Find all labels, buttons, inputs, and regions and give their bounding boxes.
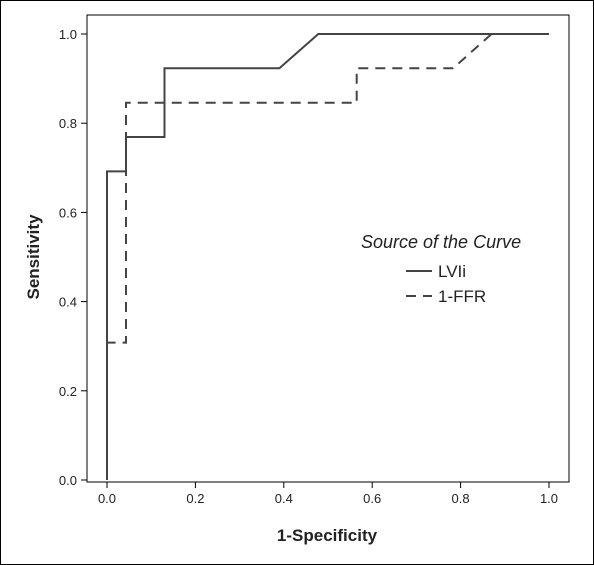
y-tick-label: 0.8: [59, 116, 77, 131]
legend-label-lvii: LVIi: [438, 262, 466, 281]
x-tick-label: 0.0: [98, 491, 116, 506]
x-tick-label: 0.2: [186, 491, 204, 506]
y-axis-title: Sensitivity: [24, 214, 43, 300]
x-tick-label: 0.6: [363, 491, 381, 506]
plot-area: [86, 14, 570, 483]
y-tick-label: 0.6: [59, 205, 77, 220]
legend-title: Source of the Curve: [361, 232, 521, 252]
y-tick-label: 0.2: [59, 384, 77, 399]
roc-curve-lvii: [106, 33, 549, 480]
roc-curve-1-ffr: [106, 33, 549, 480]
x-axis-title: 1-Specificity: [277, 526, 378, 545]
legend: Source of the Curve LVIi 1-FFR: [361, 232, 521, 306]
y-tick-label: 1.0: [59, 27, 77, 42]
x-tick-label: 0.8: [452, 491, 470, 506]
y-tick-label: 0.0: [59, 473, 77, 488]
y-tick-label: 0.4: [59, 295, 77, 310]
x-axis-ticks: 0.0 0.2 0.4 0.6 0.8 1.0: [98, 482, 558, 506]
x-tick-label: 0.4: [275, 491, 293, 506]
roc-curves: [106, 33, 549, 480]
y-axis-ticks: 0.0 0.2 0.4 0.6 0.8 1.0: [59, 27, 87, 488]
x-tick-label: 1.0: [540, 491, 558, 506]
legend-label-1-ffr: 1-FFR: [438, 287, 486, 306]
